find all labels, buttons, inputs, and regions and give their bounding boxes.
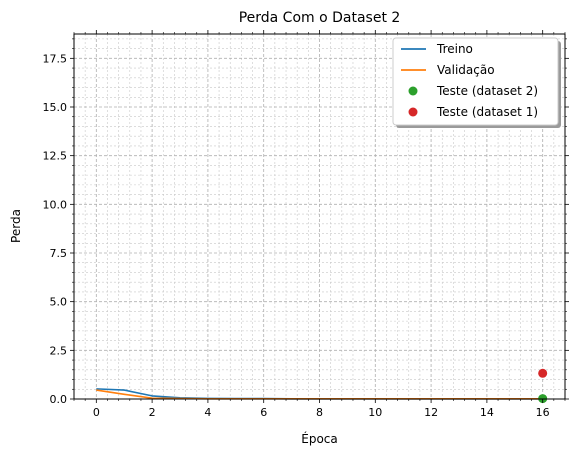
y-tick-label: 5.0 — [50, 296, 68, 309]
x-tick-label: 6 — [260, 406, 267, 419]
y-axis-ticks: 0.0 2.5 5.0 7.5 10.0 12.5 15.0 17.5 — [43, 38, 569, 406]
legend-point-swatch — [408, 107, 418, 117]
legend-box — [392, 37, 559, 126]
series-points — [538, 368, 548, 404]
y-tick-label: 7.5 — [50, 247, 68, 260]
x-tick-label: 10 — [368, 406, 382, 419]
x-tick-label: 0 — [93, 406, 100, 419]
legend-label: Validação — [437, 63, 495, 77]
y-tick-label: 0.0 — [50, 393, 68, 406]
chart-title: Perda Com o Dataset 2 — [239, 10, 401, 26]
x-tick-label: 16 — [536, 406, 550, 419]
legend-label: Teste (dataset 1) — [436, 105, 538, 119]
legend-label: Teste (dataset 2) — [436, 84, 538, 98]
y-tick-label: 2.5 — [50, 344, 68, 357]
y-tick-label: 17.5 — [43, 52, 68, 65]
x-tick-label: 4 — [204, 406, 211, 419]
x-axis-ticks: 0 2 4 6 8 10 12 14 16 — [73, 30, 566, 419]
y-tick-label: 10.0 — [43, 198, 68, 211]
x-tick-label: 2 — [149, 406, 156, 419]
legend-label: Treino — [436, 42, 473, 56]
x-axis-label: Época — [301, 431, 338, 446]
y-tick-label: 12.5 — [43, 150, 68, 163]
y-tick-label: 15.0 — [43, 101, 68, 114]
x-tick-label: 12 — [424, 406, 438, 419]
y-axis-label: Perda — [9, 209, 23, 243]
x-tick-label: 8 — [316, 406, 323, 419]
series-point — [538, 368, 548, 378]
legend: Treino Validação Teste (dataset 2) Teste (d… — [392, 37, 561, 128]
x-tick-label: 14 — [480, 406, 494, 419]
legend-point-swatch — [408, 86, 418, 96]
